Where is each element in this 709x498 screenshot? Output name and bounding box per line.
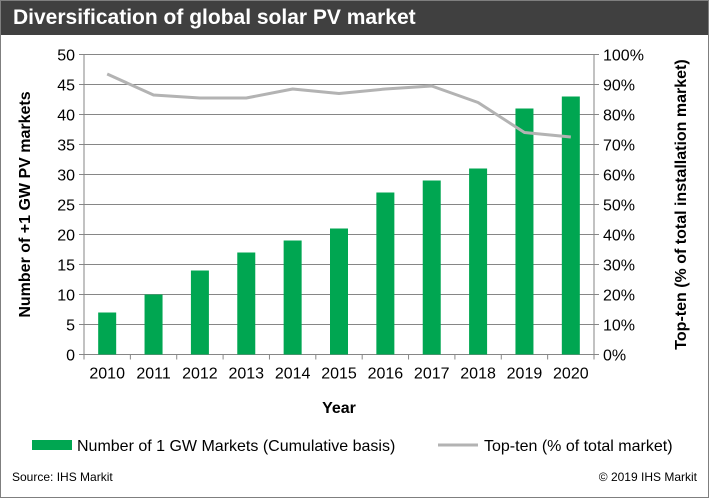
bar-2017 (422, 180, 441, 355)
y2-tick-label: 30% (603, 258, 635, 275)
legend-bar-label: Number of 1 GW Markets (Cumulative basis… (77, 438, 395, 455)
bar-2011 (144, 294, 163, 355)
y-tick-label: 0 (66, 348, 75, 365)
x-tick-label: 2015 (321, 366, 357, 383)
bar-2014 (283, 240, 302, 355)
bar-2018 (469, 168, 488, 355)
y2-tick-label: 60% (603, 168, 635, 185)
y-tick-label: 20 (57, 228, 75, 245)
legend-line-label: Top-ten (% of total market) (484, 438, 673, 455)
y2-tick-label: 10% (603, 318, 635, 335)
y-tick-label: 40 (57, 108, 75, 125)
bar-2010 (98, 312, 117, 355)
y-tick-label: 45 (57, 78, 75, 95)
y2-tick-label: 50% (603, 198, 635, 215)
x-tick-label: 2019 (507, 366, 543, 383)
y2-axis-title: Top-ten (% of total installation market) (673, 59, 690, 349)
x-tick-label: 2010 (89, 366, 125, 383)
y2-tick-label: 40% (603, 228, 635, 245)
bar-2019 (515, 108, 534, 355)
y-tick-label: 25 (57, 198, 75, 215)
y-tick-label: 35 (57, 138, 75, 155)
bar-2020 (561, 96, 580, 355)
title-bar: Diversification of global solar PV marke… (1, 1, 708, 35)
source-note: Source: IHS Markit (12, 470, 113, 484)
bar-2013 (237, 252, 256, 355)
y-tick-label: 15 (57, 258, 75, 275)
top-ten-line (106, 72, 571, 139)
x-axis-title: Year (322, 400, 356, 417)
x-tick-label: 2016 (368, 366, 404, 383)
y2-tick-label: 90% (603, 78, 635, 95)
legend-bar-swatch (32, 440, 72, 450)
x-tick-label: 2012 (182, 366, 218, 383)
x-tick-label: 2013 (228, 366, 264, 383)
bar-2016 (376, 192, 395, 355)
x-tick-label: 2018 (460, 366, 496, 383)
x-tick-label: 2011 (136, 366, 171, 383)
y2-tick-label: 70% (603, 138, 635, 155)
y2-tick-label: 100% (603, 48, 644, 65)
y-tick-label: 50 (57, 48, 75, 65)
bar-2015 (330, 228, 348, 355)
chart-title: Diversification of global solar PV marke… (13, 6, 416, 29)
x-tick-label: 2020 (553, 366, 589, 383)
y-axis-title: Number of +1 GW PV markets (17, 91, 34, 317)
y2-tick-label: 80% (603, 108, 635, 125)
y-tick-label: 5 (66, 318, 75, 335)
x-tick-label: 2014 (275, 366, 311, 383)
y-tick-label: 10 (57, 288, 75, 305)
y-tick-label: 30 (57, 168, 75, 185)
y2-tick-label: 0% (603, 348, 626, 365)
y2-tick-label: 20% (603, 288, 635, 305)
bar-2012 (190, 270, 209, 355)
copyright-note: © 2019 IHS Markit (598, 470, 697, 484)
x-tick-label: 2017 (414, 366, 450, 383)
